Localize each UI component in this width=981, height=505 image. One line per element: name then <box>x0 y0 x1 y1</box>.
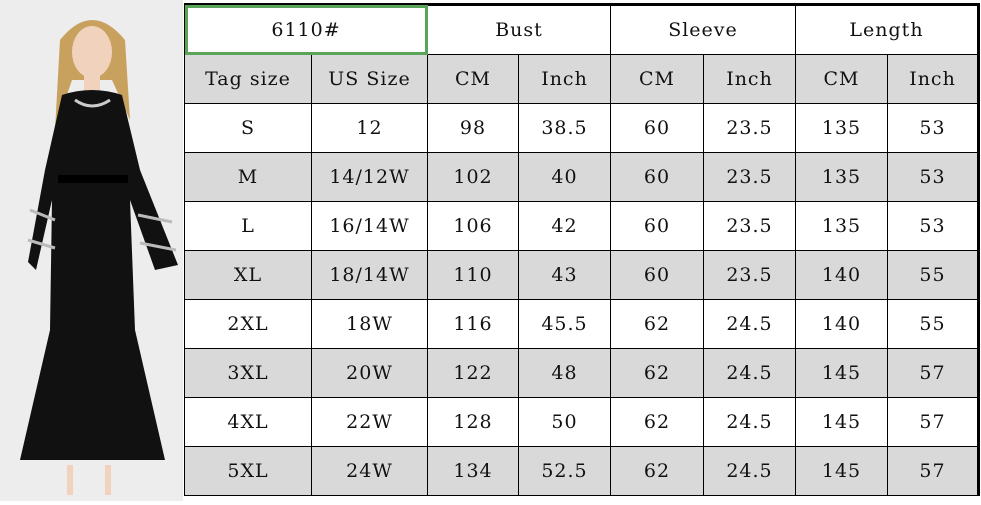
size-chart-table: 6110# Bust Sleeve Length Tag size US Siz… <box>184 3 980 496</box>
cell-bust-inch: 48 <box>518 348 611 398</box>
cell-tag-size: L <box>184 201 312 251</box>
table-row: 5XL 24W 134 52.5 62 24.5 145 57 <box>184 446 979 496</box>
cell-length-cm: 145 <box>795 397 888 447</box>
cell-length-inch: 53 <box>887 103 979 153</box>
col-bust-inch: Inch <box>518 54 611 104</box>
table-row: 4XL 22W 128 50 62 24.5 145 57 <box>184 397 979 447</box>
cell-bust-inch: 45.5 <box>518 299 611 349</box>
cell-us-size: 18W <box>311 299 428 349</box>
cell-bust-inch: 43 <box>518 250 611 300</box>
cell-sleeve-inch: 24.5 <box>703 446 796 496</box>
cell-bust-inch: 40 <box>518 152 611 202</box>
table-row: 2XL 18W 116 45.5 62 24.5 140 55 <box>184 299 979 349</box>
cell-tag-size: M <box>184 152 312 202</box>
cell-us-size: 22W <box>311 397 428 447</box>
cell-sleeve-cm: 62 <box>610 446 704 496</box>
cell-length-cm: 145 <box>795 348 888 398</box>
table-row: XL 18/14W 110 43 60 23.5 140 55 <box>184 250 979 300</box>
cell-length-inch: 53 <box>887 201 979 251</box>
group-length: Length <box>795 4 979 55</box>
cell-us-size: 24W <box>311 446 428 496</box>
cell-bust-cm: 134 <box>427 446 519 496</box>
cell-sleeve-cm: 60 <box>610 250 704 300</box>
column-header-row: Tag size US Size CM Inch CM Inch CM Inch <box>184 54 979 104</box>
group-sleeve: Sleeve <box>610 4 796 55</box>
table-row: M 14/12W 102 40 60 23.5 135 53 <box>184 152 979 202</box>
cell-sleeve-cm: 60 <box>610 103 704 153</box>
cell-us-size: 20W <box>311 348 428 398</box>
col-bust-cm: CM <box>427 54 519 104</box>
model-number-cell[interactable]: 6110# <box>184 4 428 55</box>
cell-sleeve-inch: 24.5 <box>703 397 796 447</box>
product-photo <box>0 0 183 501</box>
cell-length-inch: 57 <box>887 397 979 447</box>
cell-bust-cm: 98 <box>427 103 519 153</box>
table-row: 3XL 20W 122 48 62 24.5 145 57 <box>184 348 979 398</box>
cell-tag-size: XL <box>184 250 312 300</box>
cell-bust-cm: 102 <box>427 152 519 202</box>
cell-tag-size: 2XL <box>184 299 312 349</box>
cell-length-cm: 140 <box>795 299 888 349</box>
cell-sleeve-inch: 23.5 <box>703 250 796 300</box>
cell-length-inch: 57 <box>887 348 979 398</box>
cell-length-inch: 57 <box>887 446 979 496</box>
col-tag-size: Tag size <box>184 54 312 104</box>
cell-us-size: 12 <box>311 103 428 153</box>
cell-bust-inch: 50 <box>518 397 611 447</box>
cell-bust-cm: 122 <box>427 348 519 398</box>
cell-us-size: 16/14W <box>311 201 428 251</box>
cell-length-inch: 55 <box>887 250 979 300</box>
cell-sleeve-inch: 23.5 <box>703 201 796 251</box>
cell-tag-size: 4XL <box>184 397 312 447</box>
model-in-black-dress-image <box>20 20 178 495</box>
cell-length-inch: 55 <box>887 299 979 349</box>
cell-sleeve-cm: 60 <box>610 152 704 202</box>
cell-us-size: 14/12W <box>311 152 428 202</box>
col-length-cm: CM <box>795 54 888 104</box>
cell-bust-cm: 110 <box>427 250 519 300</box>
cell-tag-size: S <box>184 103 312 153</box>
cell-sleeve-cm: 62 <box>610 348 704 398</box>
cell-sleeve-inch: 24.5 <box>703 348 796 398</box>
col-sleeve-cm: CM <box>610 54 704 104</box>
col-length-inch: Inch <box>887 54 979 104</box>
cell-bust-cm: 116 <box>427 299 519 349</box>
cell-sleeve-cm: 62 <box>610 397 704 447</box>
col-sleeve-inch: Inch <box>703 54 796 104</box>
cell-bust-cm: 128 <box>427 397 519 447</box>
cell-length-cm: 145 <box>795 446 888 496</box>
header-group-row: 6110# Bust Sleeve Length <box>184 4 979 55</box>
table-row: S 12 98 38.5 60 23.5 135 53 <box>184 103 979 153</box>
cell-tag-size: 3XL <box>184 348 312 398</box>
cell-length-cm: 135 <box>795 201 888 251</box>
cell-sleeve-inch: 23.5 <box>703 152 796 202</box>
group-bust: Bust <box>427 4 611 55</box>
table-row: L 16/14W 106 42 60 23.5 135 53 <box>184 201 979 251</box>
cell-tag-size: 5XL <box>184 446 312 496</box>
cell-bust-inch: 42 <box>518 201 611 251</box>
cell-sleeve-inch: 24.5 <box>703 299 796 349</box>
cell-length-inch: 53 <box>887 152 979 202</box>
cell-us-size: 18/14W <box>311 250 428 300</box>
cell-length-cm: 140 <box>795 250 888 300</box>
cell-sleeve-inch: 23.5 <box>703 103 796 153</box>
cell-bust-cm: 106 <box>427 201 519 251</box>
cell-length-cm: 135 <box>795 152 888 202</box>
cell-sleeve-cm: 60 <box>610 201 704 251</box>
cell-sleeve-cm: 62 <box>610 299 704 349</box>
cell-bust-inch: 38.5 <box>518 103 611 153</box>
cell-bust-inch: 52.5 <box>518 446 611 496</box>
col-us-size: US Size <box>311 54 428 104</box>
cell-length-cm: 135 <box>795 103 888 153</box>
